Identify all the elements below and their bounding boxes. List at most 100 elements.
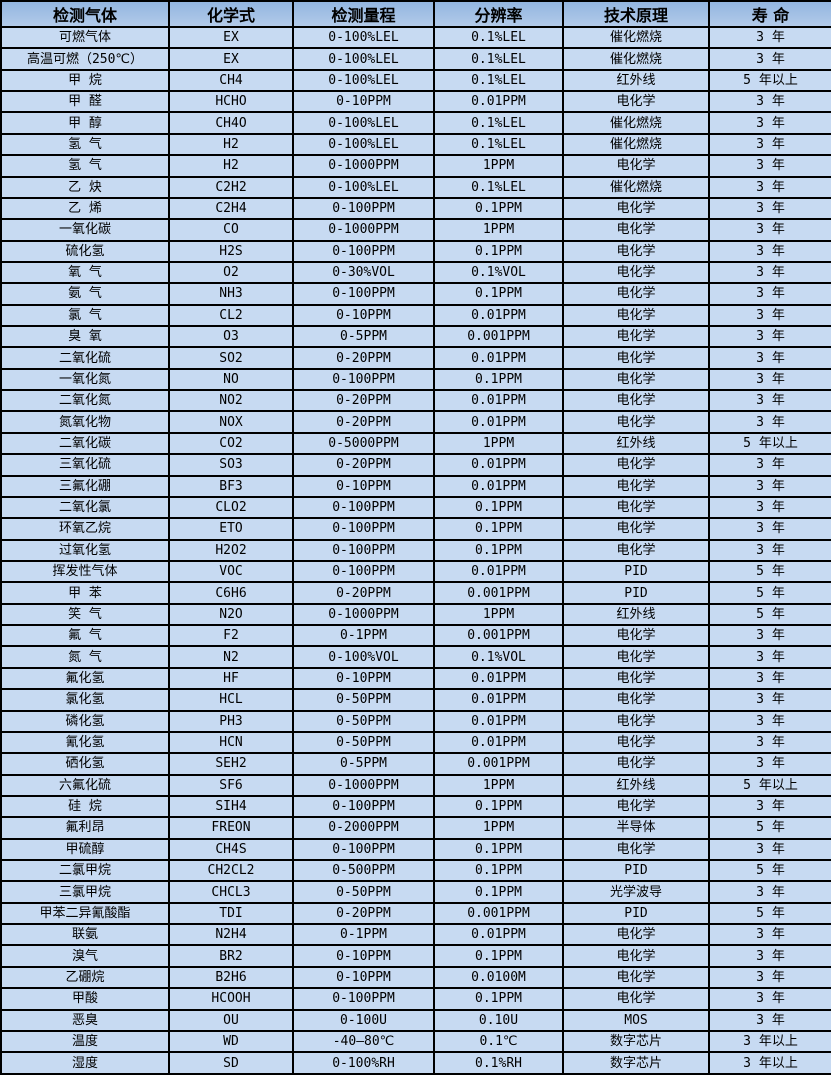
detection-range-cell: 0-100%LEL (292, 68, 435, 93)
chemical-formula-cell: CO2 (168, 431, 294, 456)
lifespan-cell: 5 年 (708, 602, 831, 627)
gas-name-cell: 氧 气 (0, 260, 170, 285)
resolution-cell: 0.1PPM (433, 538, 564, 563)
table-row: 溴气 BR2 0-10PPM 0.1PPM 电化学 3 年 (0, 944, 831, 968)
technology-principle-cell: 电化学 (562, 239, 710, 263)
table-row: 二氧化氯 CLO2 0-100PPM 0.1PPM 电化学 3 年 (0, 495, 831, 520)
technology-principle-cell: 电化学 (562, 688, 710, 712)
lifespan-cell: 5 年 (708, 816, 831, 840)
gas-name-cell: 笑 气 (0, 602, 170, 627)
table-row: 氢 气 H2 0-100%LEL 0.1%LEL 催化燃烧 3 年 (0, 132, 831, 157)
table-body: 可燃气体 EX 0-100%LEL 0.1%LEL 催化燃烧 3 年高温可燃（250℃） E… (0, 25, 831, 1075)
detection-range-cell: 0-100PPM (292, 367, 435, 392)
technology-principle-cell: 数字芯片 (562, 1029, 710, 1054)
table-row: 六氟化硫 SF6 0-1000PPM 1PPM 红外线 5 年以上 (0, 773, 831, 797)
resolution-cell: 0.01PPM (433, 730, 564, 755)
technology-principle-cell: 电化学 (562, 410, 710, 434)
technology-principle-cell: 电化学 (562, 944, 710, 968)
detection-range-cell: 0-100%RH (292, 1051, 435, 1075)
lifespan-cell: 3 年 (708, 325, 831, 349)
lifespan-cell: 3 年 (708, 794, 831, 819)
table-row: 甲硫醇 CH4S 0-100PPM 0.1PPM 电化学 3 年 (0, 837, 831, 862)
detection-range-cell: 0-30%VOL (292, 260, 435, 285)
resolution-cell: 0.10U (433, 1008, 564, 1032)
gas-name-cell: 甲硫醇 (0, 837, 170, 862)
lifespan-cell: 3 年 (708, 730, 831, 755)
resolution-cell: 0.1%LEL (433, 68, 564, 93)
lifespan-cell: 3 年 (708, 154, 831, 178)
lifespan-cell: 3 年 (708, 367, 831, 392)
gas-name-cell: 甲 苯 (0, 581, 170, 605)
resolution-cell: 1PPM (433, 218, 564, 242)
detection-range-cell: 0-100%LEL (292, 132, 435, 157)
gas-name-cell: 乙硼烷 (0, 965, 170, 990)
lifespan-cell: 5 年 (708, 581, 831, 605)
technology-principle-cell: 催化燃烧 (562, 175, 710, 199)
technology-principle-cell: 电化学 (562, 645, 710, 669)
gas-name-cell: 甲 醇 (0, 111, 170, 135)
lifespan-cell: 3 年以上 (708, 1029, 831, 1054)
technology-principle-cell: 电化学 (562, 260, 710, 285)
technology-principle-cell: 红外线 (562, 773, 710, 797)
table-row: 乙硼烷 B2H6 0-10PPM 0.0100M 电化学 3 年 (0, 965, 831, 990)
chemical-formula-cell: TDI (168, 901, 294, 926)
detection-range-cell: 0-2000PPM (292, 816, 435, 840)
technology-principle-cell: 电化学 (562, 923, 710, 947)
lifespan-cell: 3 年 (708, 90, 831, 114)
table-row: 笑 气 N2O 0-1000PPM 1PPM 红外线 5 年 (0, 602, 831, 627)
technology-principle-cell: 电化学 (562, 709, 710, 733)
table-row: 联氨 N2H4 0-1PPM 0.01PPM 电化学 3 年 (0, 923, 831, 947)
technology-principle-cell: 电化学 (562, 538, 710, 563)
gas-name-cell: 乙 炔 (0, 175, 170, 199)
resolution-cell: 0.01PPM (433, 346, 564, 370)
chemical-formula-cell: H2S (168, 239, 294, 263)
chemical-formula-cell: NO2 (168, 389, 294, 413)
gas-name-cell: 甲酸 (0, 987, 170, 1011)
lifespan-cell: 3 年 (708, 880, 831, 904)
gas-name-cell: 氰化氢 (0, 730, 170, 755)
chemical-formula-cell: F2 (168, 624, 294, 648)
resolution-cell: 0.01PPM (433, 666, 564, 691)
detection-range-cell: 0-100PPM (292, 495, 435, 520)
technology-principle-cell: MOS (562, 1008, 710, 1032)
table-row: 磷化氢 PH3 0-50PPM 0.01PPM 电化学 3 年 (0, 709, 831, 733)
detection-range-cell: 0-100PPM (292, 282, 435, 306)
lifespan-cell: 5 年以上 (708, 431, 831, 456)
chemical-formula-cell: HCN (168, 730, 294, 755)
detection-range-cell: 0-100PPM (292, 196, 435, 221)
gas-name-cell: 乙 烯 (0, 196, 170, 221)
detection-range-cell: 0-50PPM (292, 688, 435, 712)
gas-name-cell: 硫化氢 (0, 239, 170, 263)
gas-name-cell: 一氧化碳 (0, 218, 170, 242)
gas-name-cell: 挥发性气体 (0, 559, 170, 584)
column-header-technology-principle: 技术原理 (562, 0, 710, 28)
gas-name-cell: 甲 烷 (0, 68, 170, 93)
lifespan-cell: 3 年 (708, 196, 831, 221)
chemical-formula-cell: N2O (168, 602, 294, 627)
detection-range-cell: 0-5PPM (292, 752, 435, 776)
table-row: 氯 气 CL2 0-10PPM 0.01PPM 电化学 3 年 (0, 303, 831, 328)
resolution-cell: 0.1%VOL (433, 645, 564, 669)
lifespan-cell: 5 年 (708, 901, 831, 926)
detection-range-cell: 0-10PPM (292, 303, 435, 328)
table-row: 一氧化碳 CO 0-1000PPM 1PPM 电化学 3 年 (0, 218, 831, 242)
gas-name-cell: 二氯甲烷 (0, 858, 170, 883)
detection-range-cell: 0-100PPM (292, 517, 435, 541)
table-row: 二氧化硫 SO2 0-20PPM 0.01PPM 电化学 3 年 (0, 346, 831, 370)
chemical-formula-cell: EX (168, 25, 294, 50)
technology-principle-cell: 电化学 (562, 389, 710, 413)
technology-principle-cell: 催化燃烧 (562, 132, 710, 157)
lifespan-cell: 3 年 (708, 389, 831, 413)
lifespan-cell: 3 年 (708, 474, 831, 498)
gas-name-cell: 氟利昂 (0, 816, 170, 840)
lifespan-cell: 3 年 (708, 624, 831, 648)
detection-range-cell: 0-10PPM (292, 90, 435, 114)
chemical-formula-cell: C2H2 (168, 175, 294, 199)
technology-principle-cell: PID (562, 858, 710, 883)
resolution-cell: 0.1%LEL (433, 47, 564, 71)
resolution-cell: 0.01PPM (433, 709, 564, 733)
chemical-formula-cell: BR2 (168, 944, 294, 968)
detection-range-cell: 0-50PPM (292, 709, 435, 733)
resolution-cell: 0.01PPM (433, 389, 564, 413)
lifespan-cell: 3 年 (708, 837, 831, 862)
